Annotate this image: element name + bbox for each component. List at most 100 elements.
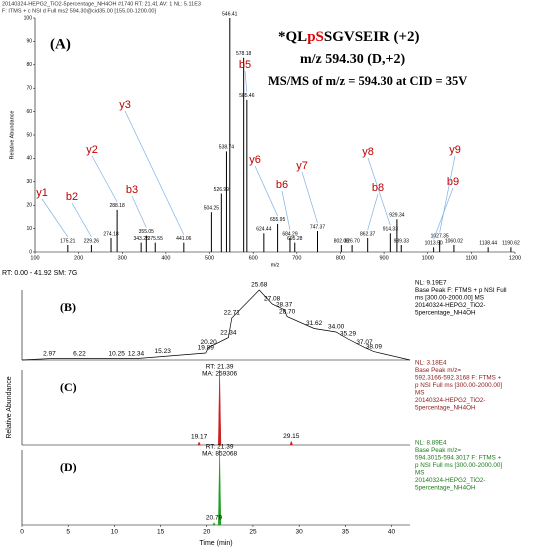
info-line: ms [300.00-2000.00] MS [415, 295, 484, 302]
peak-label: 355.05 [139, 229, 155, 235]
info-line: p NSI Full ms [300.00-2000.00] [415, 382, 502, 389]
ion-label: y1 [36, 187, 48, 199]
y-tick-label: 100 [24, 15, 33, 21]
peak-label: 12.34 [128, 350, 145, 357]
peak-label: 655.95 [270, 217, 286, 223]
info-line: 20140324-HEPG2_TiO2- [415, 477, 485, 484]
ion-label: y3 [119, 99, 131, 111]
x-tick-label: 30 [296, 529, 304, 536]
peak-label: 939.33 [394, 238, 410, 244]
ion-leader [367, 193, 379, 231]
x-tick-label: 1000 [422, 255, 434, 261]
ion-leader [281, 190, 291, 231]
y-axis-label: Relative Abundance [9, 111, 15, 160]
ion-leader [131, 195, 147, 228]
x-tick-label: 1200 [509, 255, 521, 261]
ion-label: y9 [449, 144, 461, 156]
trace [21, 289, 411, 361]
x-tick-label: 10 [111, 529, 119, 536]
x-tick-label: 25 [249, 529, 257, 536]
peak-label: 343.25 [133, 236, 149, 242]
ion-leader [41, 198, 69, 238]
ion-leader [439, 155, 456, 233]
peak-label: 695.28 [287, 236, 303, 242]
peak-label: 175.21 [60, 238, 76, 244]
peak-label: 19.17 [191, 434, 208, 441]
peak-label: 20.20 [200, 339, 217, 346]
info-line: 594.3015-594.3017 F: FTMS + [415, 455, 502, 462]
peak-label: 375.55 [148, 236, 164, 242]
peak-label: 29.15 [283, 433, 300, 440]
peak [212, 522, 216, 526]
info-line: NL: 9.19E7 [415, 280, 447, 287]
title-part: *QL [278, 29, 307, 45]
info-line: 5percentage_NH4OH [415, 310, 476, 317]
title-part: SGVSEIR (+2) [324, 29, 420, 45]
x-tick-label: 700 [292, 255, 301, 261]
peak-label: 22.34 [220, 329, 237, 336]
ion-leader [254, 165, 278, 217]
peak-label: 441.06 [176, 236, 192, 242]
peak-label: 624.44 [256, 227, 272, 233]
x-tick-label: 15 [157, 529, 165, 536]
peak-label: 28.37 [276, 301, 293, 308]
peak-annotation: RT: 21.39 [206, 364, 234, 371]
info-line: Base Peak F: FTMS + p NSI Full [415, 287, 507, 294]
ion-label: y8 [362, 146, 374, 158]
peak-label: 34.00 [328, 324, 345, 331]
x-tick-label: 300 [118, 255, 127, 261]
peak-label: 802.08 [334, 238, 350, 244]
ion-leader [301, 171, 318, 224]
peak-label: 27.08 [264, 296, 281, 303]
y-tick-label: 80 [26, 62, 32, 68]
subtitle: m/z 594.30 (D,+2) [300, 52, 406, 67]
info-line: NL: 8.89E4 [415, 440, 447, 447]
peak-label: 826.70 [344, 238, 360, 244]
header-line: 20140324-HEPG2_TiO2-5percentage_NH4OH #1… [2, 1, 201, 7]
peak-label: 538.74 [219, 145, 235, 151]
peak-annotation: MA: 259306 [202, 371, 237, 378]
peak [218, 449, 222, 526]
peak-label: 1013.50 [425, 241, 443, 247]
x-tick-label: 0 [20, 529, 24, 536]
ion-label: y2 [86, 144, 98, 156]
peak-label: 526.99 [214, 187, 230, 193]
peak-label: 6.22 [73, 350, 86, 357]
ion-label: y6 [249, 154, 261, 166]
peak-label: 229.26 [84, 238, 100, 244]
peak-label: 2.97 [43, 350, 56, 357]
peak-label: 747.37 [310, 224, 326, 230]
peak-label: 585.46 [239, 93, 255, 99]
peak-label: 37.07 [356, 339, 373, 346]
peak-label: 929.34 [389, 213, 405, 219]
annotation: MS/MS of m/z = 594.30 at CID = 35V [268, 74, 467, 88]
peak-label: 862.37 [360, 231, 376, 237]
ion-label: y7 [296, 160, 308, 172]
x-tick-label: 900 [379, 255, 388, 261]
range-line: RT: 0.00 - 41.92 SM: 7G [2, 270, 77, 277]
y-tick-label: 10 [26, 226, 32, 232]
info-line: Base Peak m/z= [415, 367, 461, 374]
y-tick-label: 60 [26, 109, 32, 115]
x-tick-label: 800 [336, 255, 345, 261]
x-tick-label: 1100 [465, 255, 477, 261]
peak-label: 578.18 [236, 51, 252, 57]
peak [218, 369, 222, 446]
peak-label: 504.25 [204, 206, 220, 212]
x-tick-label: 5 [66, 529, 70, 536]
x-axis-label: Time (min) [199, 540, 232, 547]
peak-label: 288.18 [109, 203, 125, 209]
y-tick-label: 50 [26, 132, 32, 138]
y-tick-label: 40 [26, 156, 32, 162]
ion-leader [367, 157, 391, 226]
peak-label: 15.23 [155, 348, 172, 355]
info-line: 5percentage_NH4OH [415, 405, 476, 412]
peak-annotation: RT: 21.39 [206, 444, 234, 451]
x-tick-label: 35 [342, 529, 350, 536]
info-line: 5percentage_NH4OH [415, 485, 476, 492]
ion-leader [91, 155, 118, 203]
ion-leader [71, 202, 92, 238]
ion-label: b3 [126, 184, 138, 196]
